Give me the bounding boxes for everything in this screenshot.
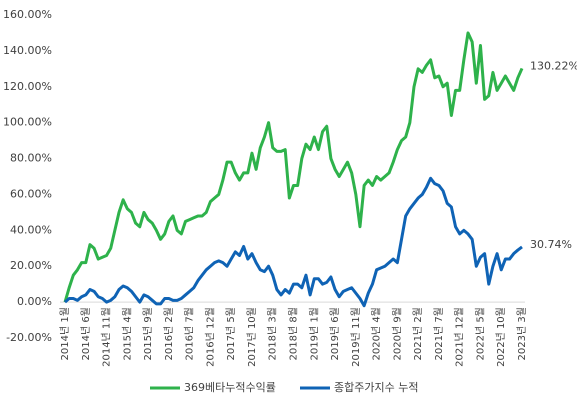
x-tick-label: 2018년 3월	[267, 307, 279, 360]
x-tick-label: 2018년 8월	[288, 307, 300, 360]
x-tick-label: 2020년 9월	[391, 307, 403, 360]
x-tick-label: 2021년 7월	[433, 307, 445, 360]
y-tick-label: 0.00%	[17, 295, 52, 308]
y-tick-label: -20.00%	[6, 331, 52, 344]
x-tick-label: 2022년 5월	[474, 307, 486, 360]
x-tick-label: 2014년 11월	[101, 307, 113, 367]
x-tick-label: 2019년 1월	[308, 307, 320, 360]
data-label: 130.22%	[530, 59, 577, 72]
series-line	[64, 176, 523, 308]
x-tick-label: 2021년 2월	[412, 307, 424, 360]
y-tick-label: 60.00%	[10, 187, 52, 200]
series-line	[63, 31, 524, 303]
x-tick-label: 2014년 1월	[59, 307, 71, 360]
y-tick-label: 120.00%	[3, 80, 52, 93]
x-tick-label: 2017년 10월	[246, 307, 258, 367]
data-label: 30.74%	[530, 238, 572, 251]
y-tick-label: 100.00%	[3, 116, 52, 129]
y-tick-label: 80.00%	[10, 152, 52, 165]
legend-label: 369베타누적수익률	[184, 381, 276, 394]
x-tick-label: 2015년 4월	[121, 307, 133, 360]
x-tick-label: 2023년 3월	[516, 307, 528, 360]
x-tick-label: 2016년 2월	[163, 307, 175, 360]
x-tick-label: 2017년 5월	[225, 307, 237, 360]
y-tick-label: 40.00%	[10, 223, 52, 236]
x-tick-label: 2019년 6월	[329, 307, 341, 360]
y-tick-label: 160.00%	[3, 8, 52, 21]
x-tick-label: 2021년 12월	[454, 307, 466, 367]
x-tick-label: 2020년 4월	[371, 307, 383, 360]
x-tick-label: 2022년 10월	[495, 307, 507, 367]
y-tick-label: 20.00%	[10, 259, 52, 272]
x-tick-label: 2019년 11월	[350, 307, 362, 367]
x-tick-label: 2016년 12월	[204, 307, 216, 367]
x-tick-label: 2014년 6월	[80, 307, 92, 360]
x-tick-label: 2016년 7월	[184, 307, 196, 360]
y-tick-label: 140.00%	[3, 44, 52, 57]
x-tick-label: 2015년 9월	[142, 307, 154, 360]
legend-label: 종합주가지수 누적	[334, 381, 418, 394]
